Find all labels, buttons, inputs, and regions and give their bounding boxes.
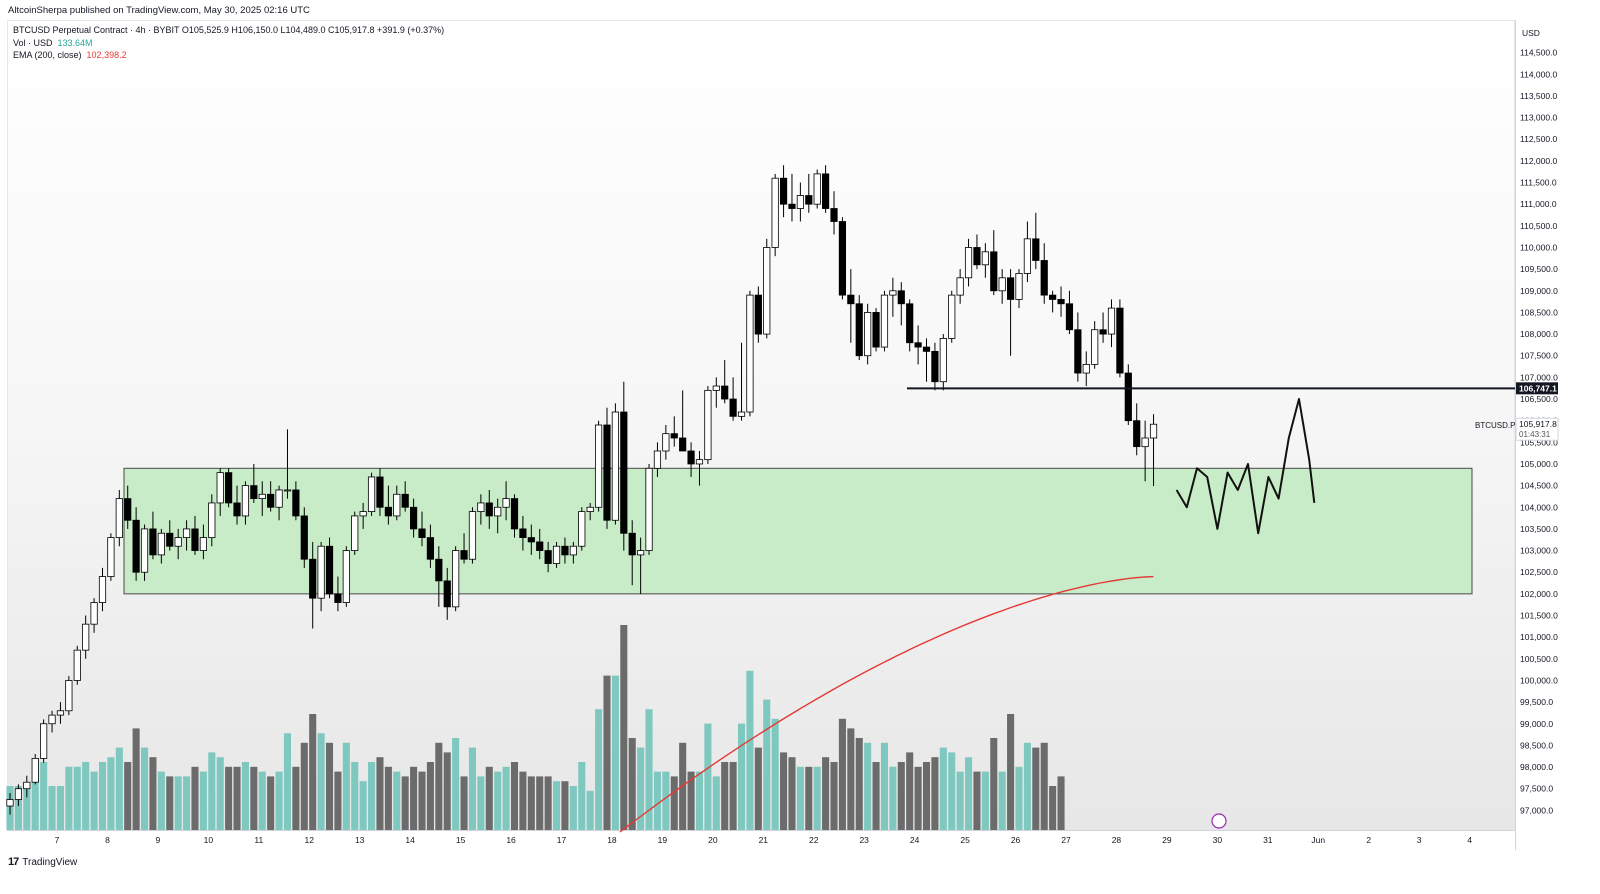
publisher-line: AltcoinSherpa published on TradingView.c… xyxy=(8,5,310,16)
chart-legend: BTCUSD Perpetual Contract · 4h · BYBIT O… xyxy=(13,24,444,62)
ema-value: 102,398.2 xyxy=(86,50,127,60)
tradingview-footer[interactable]: 17 TradingView xyxy=(8,856,77,868)
tradingview-logo-icon: 17 xyxy=(8,856,19,868)
price-axis[interactable] xyxy=(1515,20,1600,850)
volume-label: Vol · USD xyxy=(13,37,53,48)
volume-legend[interactable]: Vol · USD 133.64M xyxy=(13,37,444,50)
ema-label: EMA (200, close) xyxy=(13,50,82,60)
ema-legend[interactable]: EMA (200, close) 102,398.2 xyxy=(13,49,444,62)
symbol-line[interactable]: BTCUSD Perpetual Contract · 4h · BYBIT O… xyxy=(13,25,445,35)
chart-area[interactable] xyxy=(7,20,1515,850)
publisher-bar: AltcoinSherpa published on TradingView.c… xyxy=(0,0,1600,20)
volume-value: 133.64M xyxy=(57,37,93,48)
tradingview-brand: TradingView xyxy=(22,856,78,868)
time-axis[interactable] xyxy=(7,830,1515,850)
